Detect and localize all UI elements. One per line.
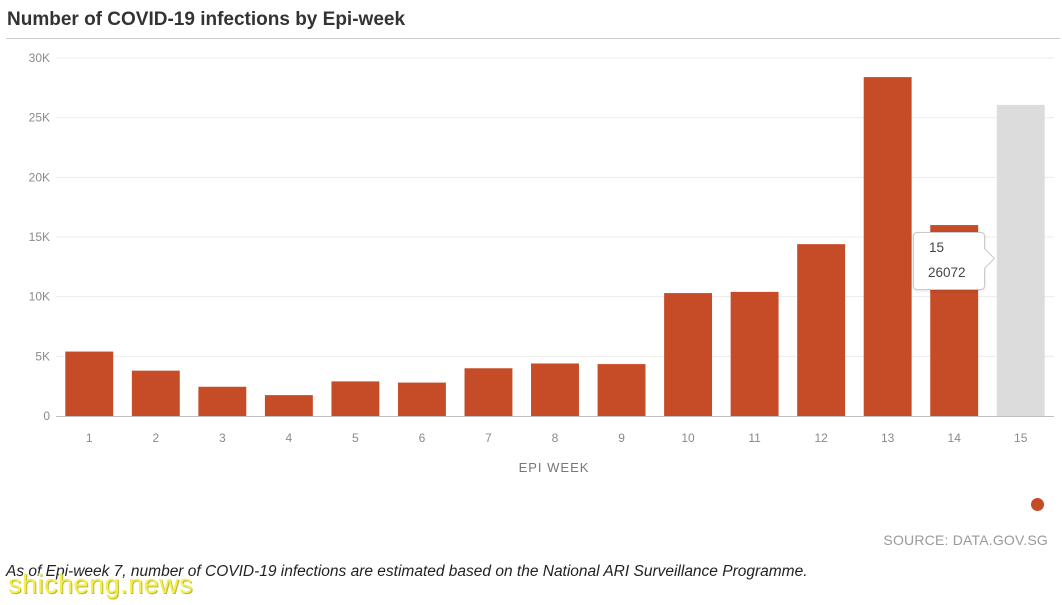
x-tick-label: 2 xyxy=(152,431,159,445)
x-tick-label: 4 xyxy=(286,431,293,445)
bar-week-3[interactable] xyxy=(198,386,247,416)
x-tick-label: 9 xyxy=(618,431,625,445)
y-tick-label: 15K xyxy=(29,230,50,244)
bar-tooltip: 15 26072 xyxy=(913,232,985,290)
bar-week-7[interactable] xyxy=(464,368,513,416)
y-tick-label: 0 xyxy=(43,409,50,423)
bar-week-9[interactable] xyxy=(597,364,646,416)
bar-week-5[interactable] xyxy=(331,381,380,416)
y-tick-label: 20K xyxy=(29,170,50,184)
y-axis-ticks: 0 5K 10K 15K 20K 25K 30K xyxy=(29,51,51,423)
gridlines xyxy=(56,57,1054,357)
x-tick-label: 1 xyxy=(86,431,93,445)
bar-week-2[interactable] xyxy=(131,370,180,416)
footnote: As of Epi-week 7, number of COVID-19 inf… xyxy=(6,563,808,580)
bar-week-13[interactable] xyxy=(863,77,912,417)
chart-title: Number of COVID-19 infections by Epi-wee… xyxy=(7,9,406,30)
x-tick-label: 5 xyxy=(352,431,359,445)
x-tick-label: 10 xyxy=(681,431,695,445)
y-tick-label: 5K xyxy=(35,349,50,363)
tooltip-value: 26072 xyxy=(928,265,966,280)
bar-week-8[interactable] xyxy=(531,363,579,416)
x-tick-label: 11 xyxy=(748,431,761,445)
x-tick-label: 8 xyxy=(552,431,559,445)
x-tick-label: 7 xyxy=(485,431,492,445)
x-tick-label: 3 xyxy=(219,431,226,445)
y-tick-label: 30K xyxy=(29,51,50,65)
x-tick-label: 13 xyxy=(881,431,895,445)
x-axis-ticks: 1 2 3 4 5 6 7 8 9 10 11 12 13 14 15 xyxy=(86,431,1028,445)
bar-week-10[interactable] xyxy=(664,293,713,416)
x-tick-label: 14 xyxy=(948,431,962,445)
bar-week-12[interactable] xyxy=(797,244,846,416)
tooltip-week: 15 xyxy=(929,240,945,255)
x-tick-label: 12 xyxy=(814,431,828,445)
bar-week-4[interactable] xyxy=(264,395,313,416)
watermark: shicheng.news xyxy=(8,569,194,599)
x-tick-label: 15 xyxy=(1014,431,1028,445)
bar-week-6[interactable] xyxy=(397,382,446,416)
bars[interactable] xyxy=(65,77,1045,417)
x-axis-label: EPI WEEK xyxy=(519,460,590,475)
bar-week-1[interactable] xyxy=(65,351,114,416)
bar-week-15[interactable] xyxy=(996,104,1045,416)
source-label: SOURCE: DATA.GOV.SG xyxy=(883,532,1048,548)
bar-week-11[interactable] xyxy=(730,291,779,416)
legend-marker[interactable] xyxy=(1031,498,1044,511)
title-divider xyxy=(6,38,1060,39)
x-tick-label: 6 xyxy=(419,431,426,445)
y-tick-label: 10K xyxy=(29,290,50,304)
y-tick-label: 25K xyxy=(29,111,50,125)
